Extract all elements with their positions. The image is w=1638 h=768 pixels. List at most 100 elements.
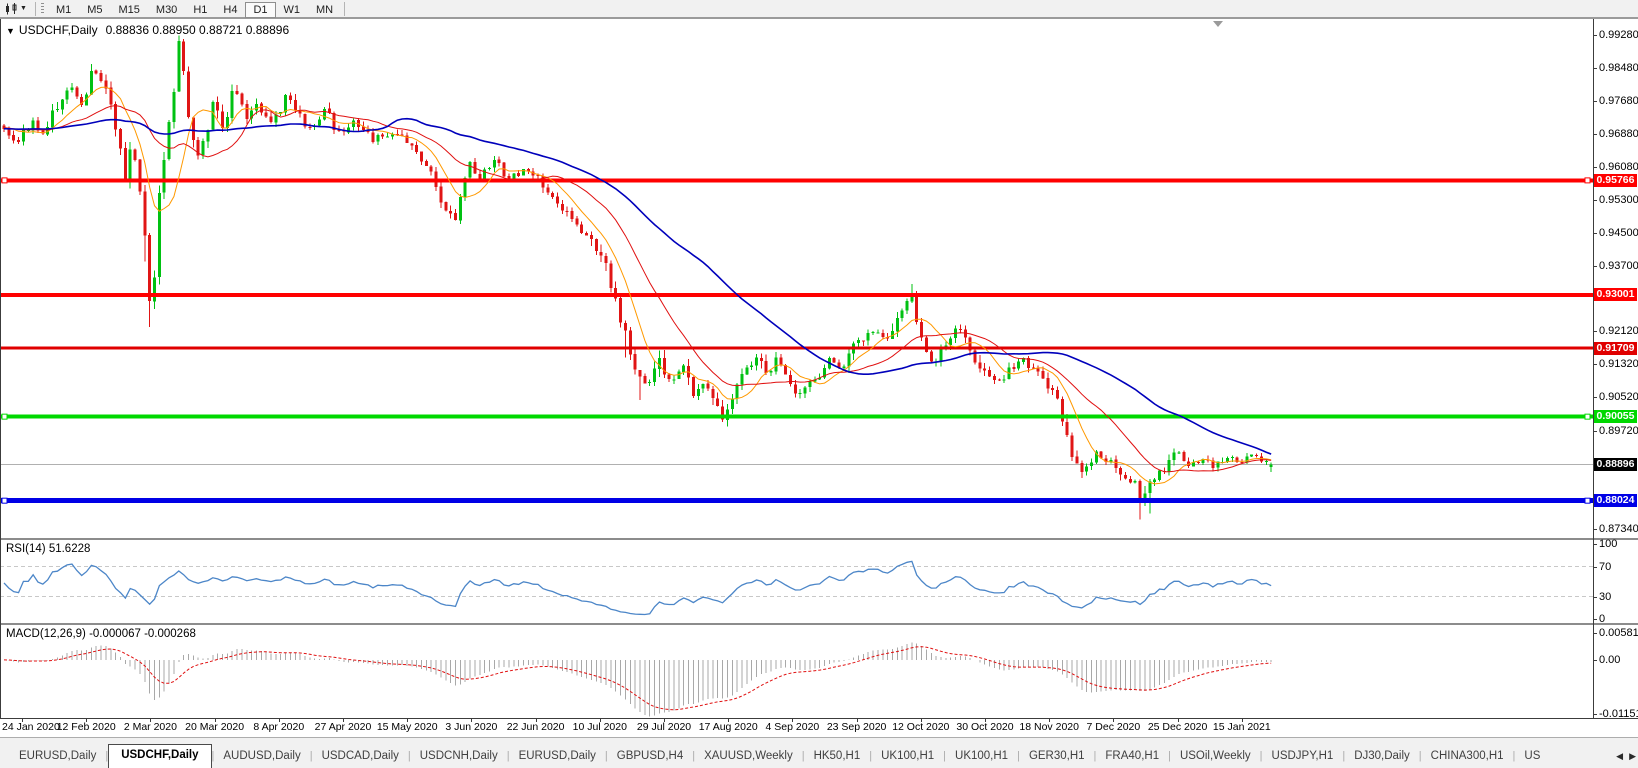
- tab-audusd-daily[interactable]: AUDUSD,Daily: [223, 750, 301, 762]
- candle-body: [1191, 462, 1195, 467]
- candle-body: [1211, 460, 1215, 468]
- candle-body: [1153, 479, 1157, 482]
- candle-body: [51, 110, 55, 128]
- symbol-tabs: EURUSD,Daily | USDCHF,Daily | AUDUSD,Daily | U…: [10, 742, 1608, 768]
- candle-body: [992, 375, 996, 381]
- tab-us[interactable]: US: [1524, 750, 1541, 762]
- candle-body: [784, 365, 788, 375]
- candle-body: [390, 134, 394, 137]
- tab-dj30-daily[interactable]: DJ30,Daily: [1354, 750, 1410, 762]
- candle-body: [750, 365, 754, 367]
- tab-uk100-h1[interactable]: UK100,H1: [881, 750, 935, 762]
- candle-body: [565, 211, 569, 213]
- date-axis-label: 24 Jan 2020: [2, 721, 60, 733]
- candle-body: [1002, 379, 1006, 381]
- timeframe-button-mn[interactable]: MN: [308, 2, 341, 18]
- tab-eurusd-daily[interactable]: EURUSD,Daily: [518, 750, 596, 762]
- timeframe-button-d1[interactable]: D1: [245, 1, 276, 18]
- candle-body: [153, 277, 157, 302]
- candle-body: [672, 379, 676, 381]
- chart-area[interactable]: ▼ USDCHF,Daily 0.88836 0.88950 0.88721 0.8…: [0, 18, 1638, 737]
- rsi-pane[interactable]: [0, 540, 1593, 623]
- hline-handle[interactable]: [1584, 177, 1591, 184]
- candle-body: [162, 159, 166, 193]
- tab-scroll-right-icon[interactable]: ▶: [1629, 751, 1636, 761]
- candle-body: [619, 297, 623, 323]
- hline-handle[interactable]: [1584, 497, 1591, 504]
- date-axis-tick: [856, 718, 858, 722]
- collapse-arrow-icon[interactable]: ▼: [6, 26, 15, 36]
- candle-body: [657, 358, 661, 370]
- candle-body: [1099, 451, 1103, 459]
- tab-ger30-h1[interactable]: GER30,H1: [1028, 750, 1085, 762]
- candle-body: [55, 109, 59, 111]
- candle-body: [371, 132, 375, 142]
- tab-separator: |: [943, 750, 947, 762]
- macd-pane[interactable]: [0, 625, 1593, 718]
- tab-usdchf-daily[interactable]: USDCHF,Daily: [108, 744, 212, 768]
- price-pane[interactable]: [0, 19, 1593, 538]
- candle-body: [240, 93, 244, 105]
- tab-usdcad-daily[interactable]: USDCAD,Daily: [321, 750, 399, 762]
- tab-xauusd-weekly[interactable]: XAUUSD,Weekly: [704, 750, 793, 762]
- timeframe-button-m1[interactable]: M1: [48, 2, 79, 18]
- candle-body: [813, 379, 817, 382]
- pane-separator[interactable]: [0, 538, 1638, 540]
- tab-gbpusd-h4[interactable]: GBPUSD,H4: [616, 750, 684, 762]
- toolbar-grip-handle[interactable]: [40, 2, 44, 15]
- candle-body: [463, 177, 467, 198]
- pane-separator[interactable]: [0, 623, 1638, 625]
- candle-body: [721, 406, 725, 420]
- tab-separator: |: [869, 750, 873, 762]
- timeframe-button-w1[interactable]: W1: [276, 2, 309, 18]
- tab-china300-h1[interactable]: CHINA300,H1: [1430, 750, 1504, 762]
- tab-usdjpy-h1[interactable]: USDJPY,H1: [1271, 750, 1334, 762]
- hline-handle[interactable]: [1, 497, 8, 504]
- candle-body: [667, 374, 671, 379]
- timeframe-button-m15[interactable]: M15: [111, 2, 148, 18]
- candle-body: [1041, 370, 1045, 379]
- candle-body: [988, 369, 992, 377]
- date-axis-tick: [278, 718, 280, 722]
- date-axis-label: 27 Apr 2020: [314, 721, 372, 733]
- tab-uk100-h1[interactable]: UK100,H1: [955, 750, 1009, 762]
- chart-type-button[interactable]: ▼: [0, 1, 32, 17]
- timeframe-button-h4[interactable]: H4: [215, 2, 245, 18]
- timeframe-button-h1[interactable]: H1: [185, 2, 215, 18]
- chart-shift-marker[interactable]: [1213, 21, 1223, 27]
- candle-body: [386, 136, 390, 138]
- hline-handle[interactable]: [1, 413, 8, 420]
- axis-tick-mark: [1593, 633, 1597, 634]
- hline-handle[interactable]: [1, 177, 8, 184]
- tab-hk50-h1[interactable]: HK50,H1: [813, 750, 861, 762]
- hline-handle[interactable]: [1584, 413, 1591, 420]
- tab-usdcnh-daily[interactable]: USDCNH,Daily: [419, 750, 498, 762]
- candle-body: [1017, 361, 1021, 369]
- hline-price-label: 0.93001: [1594, 288, 1637, 302]
- tab-fra40-h1[interactable]: FRA40,H1: [1105, 750, 1160, 762]
- current-price-label: 0.88896: [1594, 458, 1637, 472]
- tab-eurusd-daily[interactable]: EURUSD,Daily: [19, 750, 97, 762]
- candle-body: [1138, 481, 1142, 500]
- candle-body: [1235, 457, 1239, 463]
- candle-body: [245, 104, 249, 119]
- candle-body: [308, 126, 312, 128]
- tab-separator: |: [1418, 750, 1422, 762]
- hline-price-label: 0.90055: [1594, 410, 1637, 424]
- axis-tick-mark: [1593, 35, 1597, 36]
- candle-body: [1080, 462, 1084, 473]
- timeframe-button-m30[interactable]: M30: [148, 2, 185, 18]
- tab-scroll-left-icon[interactable]: ◀: [1616, 751, 1624, 761]
- timeframe-button-m5[interactable]: M5: [79, 2, 110, 18]
- candle-body: [779, 357, 783, 365]
- candle-body: [978, 362, 982, 369]
- candle-body: [1022, 357, 1026, 362]
- tab-usoil-weekly[interactable]: USOil,Weekly: [1179, 750, 1251, 762]
- axis-tick-mark: [1593, 167, 1597, 169]
- candle-body: [856, 340, 860, 344]
- candle-body: [1196, 462, 1200, 464]
- candle-body: [555, 196, 559, 204]
- axis-tick-mark: [1593, 232, 1597, 234]
- date-axis-tick: [1049, 718, 1051, 722]
- candle-body: [963, 329, 967, 338]
